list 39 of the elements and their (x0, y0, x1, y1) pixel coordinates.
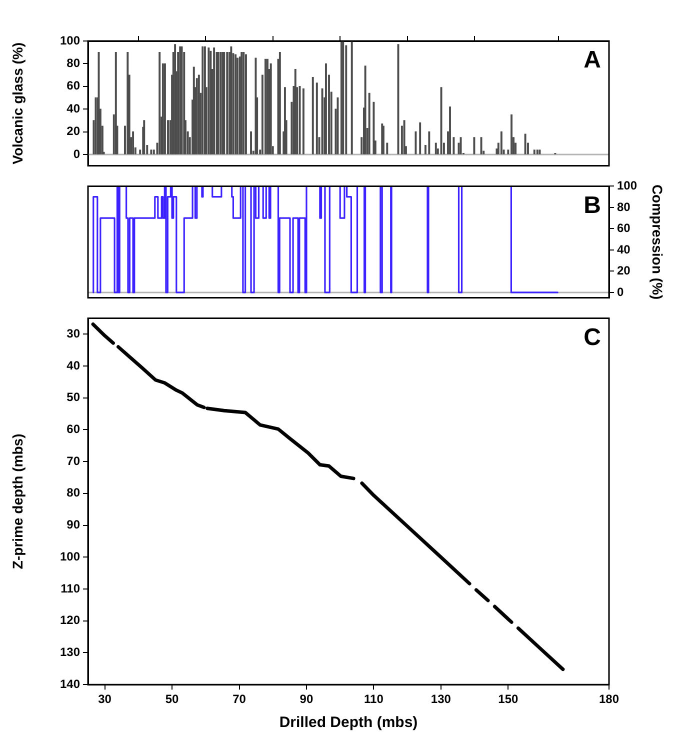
y-tick-label: 140 (60, 676, 80, 691)
annotation: A (584, 46, 601, 74)
y-tick-label: 130 (60, 645, 80, 660)
y-tick-label: 0 (73, 146, 80, 161)
y2-tick-label: 100 (617, 178, 638, 193)
x-tick-label: 70 (232, 692, 246, 706)
y2-tick-label: 80 (617, 200, 631, 214)
y-tick-label: 100 (60, 549, 80, 564)
y-tick-label: 70 (66, 454, 80, 468)
y2-axis-title: Compression (%) (650, 184, 666, 300)
x-tick-label: 130 (430, 692, 452, 706)
y2-tick-label: 40 (617, 242, 631, 256)
y-tick-label: 40 (66, 101, 80, 116)
y-tick-label: 20 (66, 124, 80, 138)
y2-tick-label: 20 (617, 264, 631, 278)
y-tick-label: 90 (66, 518, 80, 532)
y-tick-label: 80 (66, 56, 80, 70)
y-axis-title: Z-prime depth (mbs) (9, 434, 26, 570)
y-tick-label: 60 (66, 422, 80, 436)
x-tick-label: 90 (300, 692, 314, 706)
x-tick-label: 180 (598, 692, 620, 706)
x-tick-label: 150 (498, 692, 518, 706)
y-tick-label: 30 (66, 326, 80, 340)
y-tick-label: 50 (66, 390, 80, 404)
x-tick-label: 50 (165, 692, 180, 706)
y-tick-label: 120 (60, 613, 80, 628)
annotation: C (584, 324, 601, 351)
y-axis-title: Volcanic glass (%) (9, 42, 26, 164)
x-axis-title: Drilled Depth (mbs) (279, 714, 418, 732)
y-tick-label: 110 (60, 581, 80, 596)
x-tick-label: 30 (98, 692, 112, 706)
y2-tick-label: 60 (617, 221, 631, 236)
y-tick-label: 80 (66, 486, 80, 500)
annotation: B (584, 192, 601, 219)
y-tick-label: 100 (60, 33, 80, 48)
y-tick-label: 40 (66, 358, 80, 372)
y2-tick-label: 0 (617, 284, 624, 299)
x-tick-label: 110 (364, 692, 384, 706)
y-tick-label: 60 (66, 78, 80, 93)
